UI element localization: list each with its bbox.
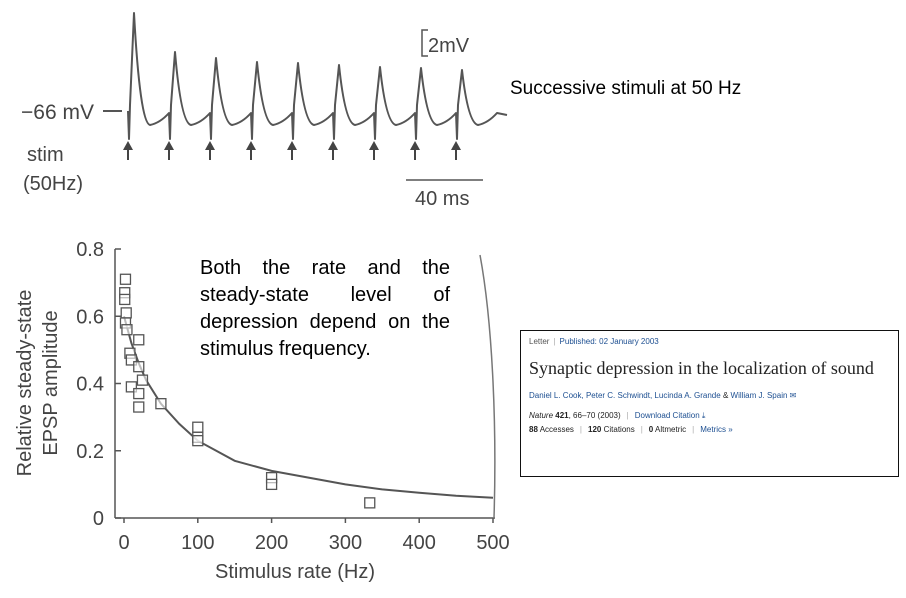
data-point bbox=[364, 497, 376, 509]
stim-rate-label: (50Hz) bbox=[23, 173, 83, 195]
resting-potential-label: −66 mV bbox=[21, 101, 94, 124]
time-scale-label: 40 ms bbox=[415, 188, 469, 210]
data-point bbox=[265, 478, 278, 491]
data-point bbox=[133, 361, 145, 373]
altmetric-label: Altmetric bbox=[655, 425, 687, 434]
plot-caption: Both the rate and the steady-state level… bbox=[200, 257, 450, 360]
paper-citation-card: Letter | Published: 02 January 2003 Synapt… bbox=[520, 330, 899, 477]
article-meta: Letter | Published: 02 January 2003 bbox=[529, 337, 659, 346]
data-point bbox=[125, 381, 138, 393]
data-point bbox=[192, 421, 204, 433]
journal-pages: , 66–70 (2003) bbox=[568, 411, 621, 420]
voltage-trace-panel: −66 mV stim (50Hz) 2mV 40 ms bbox=[21, 12, 508, 210]
y-tick-label: 0.6 bbox=[76, 306, 104, 328]
x-tick-label: 500 bbox=[476, 532, 509, 554]
stimulus-arrow-head bbox=[328, 141, 338, 150]
author-link[interactable]: William J. Spain bbox=[730, 391, 788, 400]
data-point bbox=[119, 293, 131, 306]
download-citation-link[interactable]: Download Citation bbox=[634, 411, 700, 420]
data-point bbox=[133, 334, 145, 346]
stimulus-arrow-head bbox=[123, 141, 133, 150]
x-tick-label: 400 bbox=[403, 532, 436, 554]
voltage-trace bbox=[127, 12, 508, 140]
author-joiner: & bbox=[722, 391, 729, 400]
author-link[interactable]: Lucinda A. Grande bbox=[654, 391, 721, 400]
x-tick-label: 0 bbox=[118, 532, 129, 554]
x-axis-ticks: 0 100 200 300 400 500 bbox=[118, 518, 510, 554]
data-point bbox=[119, 273, 132, 285]
data-point bbox=[136, 374, 149, 386]
stimulus-arrow-head bbox=[246, 141, 256, 150]
y-axis-ticks: 0 0.2 0.4 0.6 0.8 bbox=[76, 239, 121, 530]
citations-count: 120 bbox=[588, 425, 602, 434]
voltage-scale-bar bbox=[421, 29, 428, 57]
author-list: Daniel L. Cook, Peter C. Schwindt, Lucin… bbox=[529, 391, 797, 400]
x-tick-label: 300 bbox=[329, 532, 362, 554]
citations-label: Citations bbox=[603, 425, 635, 434]
y-tick-label: 0 bbox=[93, 508, 104, 530]
voltage-scale-label: 2mV bbox=[428, 35, 470, 57]
data-point bbox=[133, 387, 145, 400]
plot-right-edge bbox=[479, 254, 496, 519]
stimulus-arrows bbox=[123, 141, 461, 160]
article-type: Letter bbox=[529, 337, 550, 346]
trace-caption: Successive stimuli at 50 Hz bbox=[510, 78, 742, 99]
y-tick-label: 0.4 bbox=[76, 374, 104, 396]
stimulus-arrow-head bbox=[369, 141, 379, 150]
chevron-right-icon[interactable]: » bbox=[726, 425, 733, 434]
data-point bbox=[133, 401, 145, 413]
data-points bbox=[119, 273, 376, 509]
author-link[interactable]: Peter C. Schwindt bbox=[585, 391, 650, 400]
journal-volume: 421 bbox=[555, 411, 569, 420]
stimulus-arrow-head bbox=[287, 141, 297, 150]
download-icon[interactable]: ⤓ bbox=[699, 411, 706, 420]
y-axis-label-line1: Relative steady-state bbox=[14, 290, 36, 477]
data-point bbox=[125, 354, 138, 366]
x-axis-label: Stimulus rate (Hz) bbox=[215, 561, 375, 583]
mail-icon[interactable]: ✉ bbox=[789, 391, 797, 400]
x-tick-label: 200 bbox=[255, 532, 288, 554]
stimulus-arrow-head bbox=[164, 141, 174, 150]
citation-line: Nature 421, 66–70 (2003) | Download Citati… bbox=[529, 411, 706, 420]
data-point bbox=[121, 324, 133, 336]
data-point bbox=[155, 398, 167, 410]
y-tick-label: 0.2 bbox=[76, 441, 104, 463]
paper-title[interactable]: Synaptic depression in the localization … bbox=[529, 358, 874, 378]
accesses-count: 88 bbox=[529, 425, 538, 434]
stimulus-arrow-head bbox=[205, 141, 215, 150]
depression-plot: 0 0.2 0.4 0.6 0.8 0 100 200 300 400 500 Stimulus … bbox=[14, 239, 510, 583]
stim-label: stim bbox=[27, 144, 64, 166]
author-link[interactable]: Daniel L. Cook bbox=[529, 391, 582, 400]
journal-name: Nature bbox=[529, 411, 554, 420]
y-axis-label-line2: EPSP amplitude bbox=[40, 310, 62, 455]
published-date[interactable]: Published: 02 January 2003 bbox=[559, 337, 659, 346]
metrics-link[interactable]: Metrics bbox=[700, 425, 727, 434]
article-metrics: 88 Accesses | 120 Citations | 0 Altmetric | Me… bbox=[529, 425, 733, 434]
altmetric-count: 0 bbox=[648, 425, 654, 434]
y-tick-label: 0.8 bbox=[76, 239, 104, 261]
stimulus-arrow-head bbox=[410, 141, 420, 150]
stimulus-arrow-head bbox=[451, 141, 461, 150]
data-point bbox=[192, 435, 204, 447]
accesses-label: Accesses bbox=[539, 425, 574, 434]
data-point bbox=[120, 307, 132, 319]
x-tick-label: 100 bbox=[181, 532, 214, 554]
